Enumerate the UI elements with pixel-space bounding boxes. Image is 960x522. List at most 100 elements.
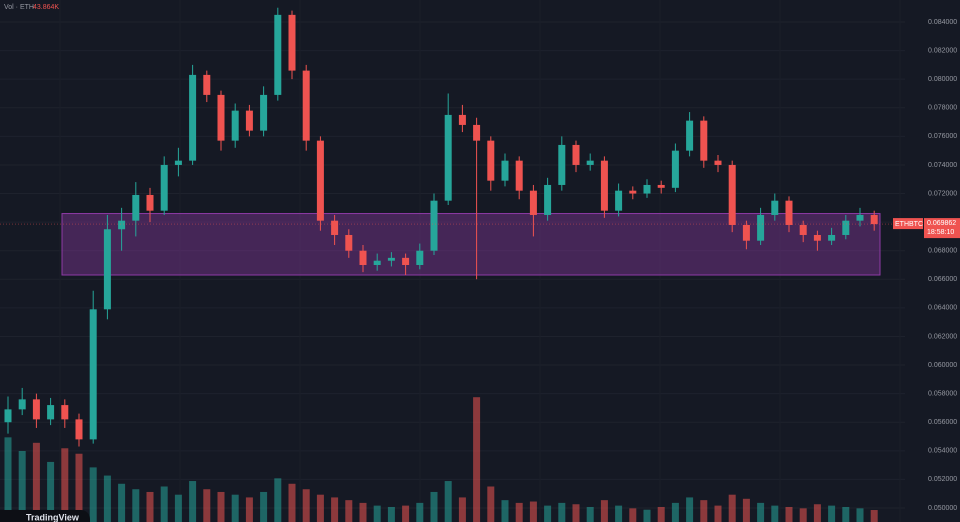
- candle-body: [103, 229, 111, 310]
- candle-body: [771, 200, 779, 215]
- y-tick-label: 0.058000: [928, 390, 957, 397]
- candle-body: [728, 164, 736, 225]
- volume-bar: [515, 502, 523, 522]
- volume-bar: [373, 505, 381, 522]
- candle-body: [4, 409, 12, 423]
- candle-body: [359, 250, 367, 266]
- volume-bar: [700, 500, 708, 522]
- candle-body: [32, 399, 40, 420]
- candle-body: [742, 224, 750, 241]
- volume-bar: [245, 497, 253, 522]
- symbol-label: ETHBTC: [895, 221, 923, 228]
- candle-body: [189, 74, 197, 161]
- countdown-label: 18:58:10: [927, 229, 954, 236]
- volume-bar: [714, 505, 722, 522]
- candle-body: [629, 190, 637, 194]
- candle-body: [529, 190, 537, 215]
- candle-body: [302, 70, 310, 141]
- candle-body: [813, 234, 821, 241]
- volume-bar: [260, 491, 268, 522]
- volume-bar: [586, 506, 594, 522]
- volume-bar: [430, 491, 438, 522]
- volume-bar: [600, 500, 608, 522]
- y-tick-label: 0.082000: [928, 47, 957, 54]
- volume-bar: [728, 494, 736, 522]
- candle-body: [586, 160, 594, 165]
- candle-body: [714, 160, 722, 165]
- volume-bar: [742, 498, 750, 522]
- candle-body: [331, 220, 339, 235]
- candle-body: [757, 214, 765, 241]
- volume-bar: [288, 483, 296, 522]
- volume-bar: [572, 504, 580, 522]
- y-tick-label: 0.076000: [928, 133, 957, 140]
- y-tick-label: 0.052000: [928, 476, 957, 483]
- candle-body: [288, 14, 296, 71]
- candle-body: [260, 94, 268, 131]
- candle-body: [458, 114, 466, 125]
- candle-body: [515, 160, 523, 191]
- y-tick-label: 0.054000: [928, 448, 957, 455]
- volume-bar: [302, 489, 310, 522]
- candle-body: [203, 74, 211, 95]
- volume-bar: [359, 502, 367, 522]
- candle-body: [600, 160, 608, 211]
- volume-bar: [402, 505, 410, 522]
- volume-bar: [32, 442, 40, 522]
- candle-body: [160, 164, 168, 211]
- candle-body: [700, 120, 708, 161]
- candle-body: [89, 309, 97, 440]
- candle-body: [473, 124, 481, 141]
- candle-body: [828, 234, 836, 241]
- y-tick-label: 0.072000: [928, 190, 957, 197]
- candle-body: [18, 399, 26, 410]
- volume-bar: [643, 509, 651, 522]
- volume-bar: [657, 506, 665, 522]
- volume-bar: [89, 467, 97, 522]
- volume-bar: [473, 397, 481, 522]
- candle-body: [856, 214, 864, 221]
- volume-bar: [615, 505, 623, 522]
- candle-body: [430, 200, 438, 251]
- candle-body: [416, 250, 424, 266]
- price-tag: [924, 218, 960, 239]
- candle-body: [274, 14, 282, 95]
- volume-bar: [18, 451, 26, 522]
- volume-bar: [544, 505, 552, 522]
- candle-body: [544, 184, 552, 215]
- candle-body: [501, 160, 509, 181]
- y-tick-label: 0.056000: [928, 419, 957, 426]
- candle-body: [558, 144, 566, 185]
- volume-bar: [686, 497, 694, 522]
- price-axis: 0.084000 0.082000 0.080000 0.078000 0.076000…: [893, 19, 960, 512]
- candle-body: [345, 234, 353, 251]
- candle-body: [231, 110, 239, 141]
- volume-bar: [217, 491, 225, 522]
- volume-bar: [203, 489, 211, 522]
- volume-bar: [487, 486, 495, 522]
- candle-body: [657, 184, 665, 188]
- volume-last: 43.864K: [33, 4, 59, 11]
- volume-bar: [4, 437, 12, 522]
- y-tick-label: 0.084000: [928, 19, 957, 26]
- volume-bar: [61, 448, 69, 522]
- volume-bar: [174, 494, 182, 522]
- candle-body: [671, 150, 679, 188]
- candle-body: [174, 160, 182, 165]
- candle-body: [118, 220, 126, 230]
- volume-bar: [75, 453, 83, 522]
- symbol-tag: [893, 218, 923, 230]
- candle-body: [643, 184, 651, 194]
- price-zone: [61, 213, 881, 276]
- candle-body: [842, 220, 850, 235]
- candle-body: [487, 140, 495, 181]
- volume-bar: [316, 494, 324, 522]
- volume-bar: [132, 489, 140, 522]
- volume-bar: [231, 494, 239, 522]
- candle-body: [686, 120, 694, 151]
- volume-bar: [160, 486, 168, 522]
- candle-body: [572, 144, 580, 165]
- candle-body: [316, 140, 324, 221]
- volume-bar: [47, 461, 55, 522]
- volume-bar: [757, 502, 765, 522]
